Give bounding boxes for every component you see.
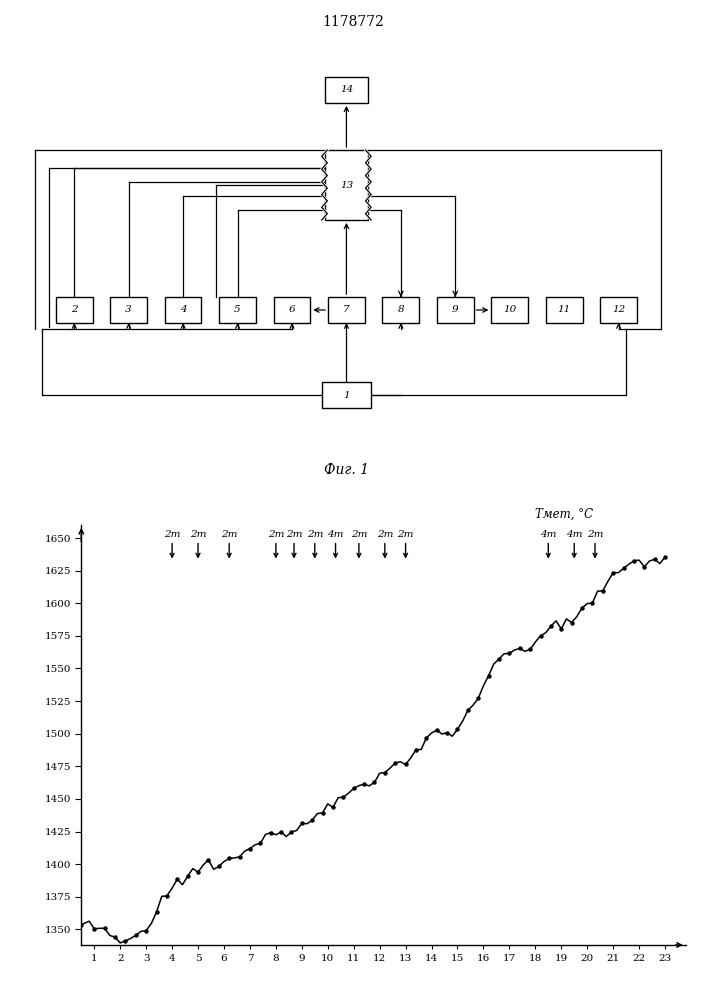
Text: 3: 3 [125,306,132,314]
Bar [382,297,419,323]
Text: 2т: 2т [268,530,284,539]
Text: 2т: 2т [286,530,303,539]
Text: 4т: 4т [566,530,583,539]
Text: 9: 9 [452,306,459,314]
Text: 7: 7 [343,306,350,314]
Bar [325,77,368,103]
Bar [328,297,365,323]
Bar [219,297,256,323]
Text: 2т: 2т [397,530,414,539]
Text: Tмет, °C: Tмет, °C [534,508,592,521]
Bar [165,297,201,323]
Text: 4: 4 [180,306,187,314]
Text: 2т: 2т [164,530,180,539]
Text: 6: 6 [288,306,296,314]
Text: 2: 2 [71,306,78,314]
Text: 8: 8 [397,306,404,314]
Text: 4т: 4т [540,530,556,539]
Text: 2т: 2т [307,530,323,539]
Bar [600,297,637,323]
Text: 2т: 2т [221,530,238,539]
Bar [325,150,368,220]
Text: 4т: 4т [327,530,344,539]
Text: Фиг. 1: Фиг. 1 [324,463,369,477]
Text: 1: 1 [343,390,350,399]
Text: 2т: 2т [377,530,393,539]
Text: 2т: 2т [189,530,206,539]
Bar [491,297,528,323]
Text: 5: 5 [234,306,241,314]
Text: 10: 10 [503,306,516,314]
Text: 11: 11 [558,306,571,314]
Bar [56,297,93,323]
Bar [546,297,583,323]
Bar [437,297,474,323]
Bar [274,297,310,323]
Text: 13: 13 [340,180,353,190]
Text: 1178772: 1178772 [322,15,385,29]
Bar [322,382,371,408]
Text: 2т: 2т [351,530,367,539]
Text: 2т: 2т [587,530,603,539]
Bar [110,297,147,323]
Text: 14: 14 [340,86,353,95]
Text: 12: 12 [612,306,625,314]
